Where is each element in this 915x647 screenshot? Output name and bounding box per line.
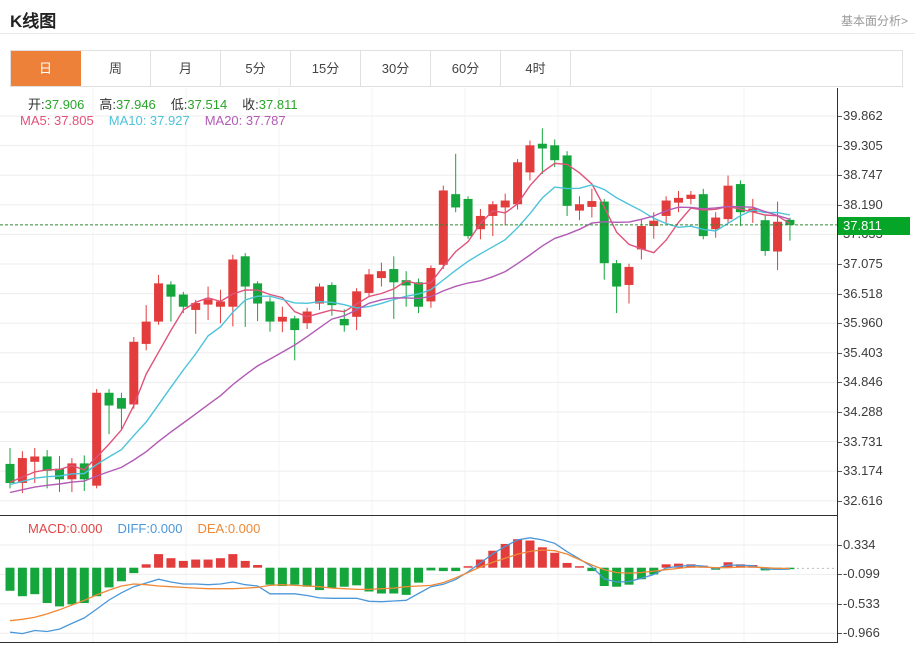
price-39.862-label: 39.862 — [843, 108, 883, 123]
price-39.305-label: 39.305 — [843, 137, 883, 153]
price-32.616-tick — [838, 500, 842, 502]
tab-60min[interactable]: 60分 — [431, 51, 501, 86]
tab-day[interactable]: 日 — [11, 51, 81, 86]
price-37.075-tick — [838, 263, 842, 265]
tab-15min[interactable]: 15分 — [291, 51, 361, 86]
price-35.403-tick — [838, 352, 842, 354]
fundamental-analysis-link[interactable]: 基本面分析> — [840, 14, 908, 28]
price-39.862-tick — [838, 116, 842, 117]
price-33.174-tick — [838, 471, 842, 473]
price-33.731-tick — [838, 441, 842, 443]
macd-histogram — [5, 539, 795, 607]
tab-month[interactable]: 月 — [151, 51, 221, 86]
price-32.616-label: 32.616 — [843, 492, 883, 508]
price-axis-line — [837, 88, 838, 643]
price-33.731-label: 33.731 — [843, 433, 883, 449]
macd--0.966-label: -0.966 — [843, 625, 880, 641]
tab-week[interactable]: 周 — [81, 51, 151, 86]
price-38.747-tick — [838, 175, 842, 177]
dea-line — [9, 549, 790, 622]
ma5-line — [9, 162, 791, 483]
candles-layer — [5, 128, 795, 494]
price-35.960-label: 35.960 — [843, 315, 883, 331]
macd--0.099-label: -0.099 — [843, 566, 880, 582]
tab-5min[interactable]: 5分 — [221, 51, 291, 86]
macd--0.099-tick — [838, 574, 842, 576]
macd--0.533-label: -0.533 — [843, 595, 880, 611]
price-36.518-label: 36.518 — [843, 285, 883, 301]
current-price-badge: 37.811 — [838, 217, 910, 235]
macd-0.334-tick — [838, 545, 842, 547]
ma20-line — [9, 205, 791, 494]
price-34.288-label: 34.288 — [843, 403, 883, 419]
page-title: K线图 — [10, 12, 57, 31]
price-35.403-label: 35.403 — [843, 344, 883, 360]
macd-0.334-label: 0.334 — [843, 537, 876, 553]
price-38.747-label: 38.747 — [843, 167, 883, 183]
price-36.518-tick — [838, 293, 842, 295]
price-33.174-label: 33.174 — [843, 463, 883, 479]
price-39.305-tick — [838, 145, 842, 147]
price-35.960-tick — [838, 323, 842, 325]
interval-tabbar: 日周月 5分 15分 30分 60分 4时 — [10, 50, 903, 87]
tab-30min[interactable]: 30分 — [361, 51, 431, 86]
price-34.846-label: 34.846 — [843, 374, 883, 390]
price-38.190-tick — [838, 204, 842, 206]
macd-chart[interactable] — [0, 515, 837, 643]
macd--0.966-tick — [838, 633, 842, 635]
tab-4hour[interactable]: 4时 — [501, 51, 571, 86]
price-34.288-tick — [838, 411, 842, 413]
macd--0.533-tick — [838, 603, 842, 605]
price-37.075-label: 37.075 — [843, 255, 883, 271]
price-34.846-tick — [838, 382, 842, 384]
main-candlestick-chart[interactable] — [0, 88, 837, 515]
header-divider — [0, 33, 915, 34]
price-38.190-label: 38.190 — [843, 196, 883, 212]
